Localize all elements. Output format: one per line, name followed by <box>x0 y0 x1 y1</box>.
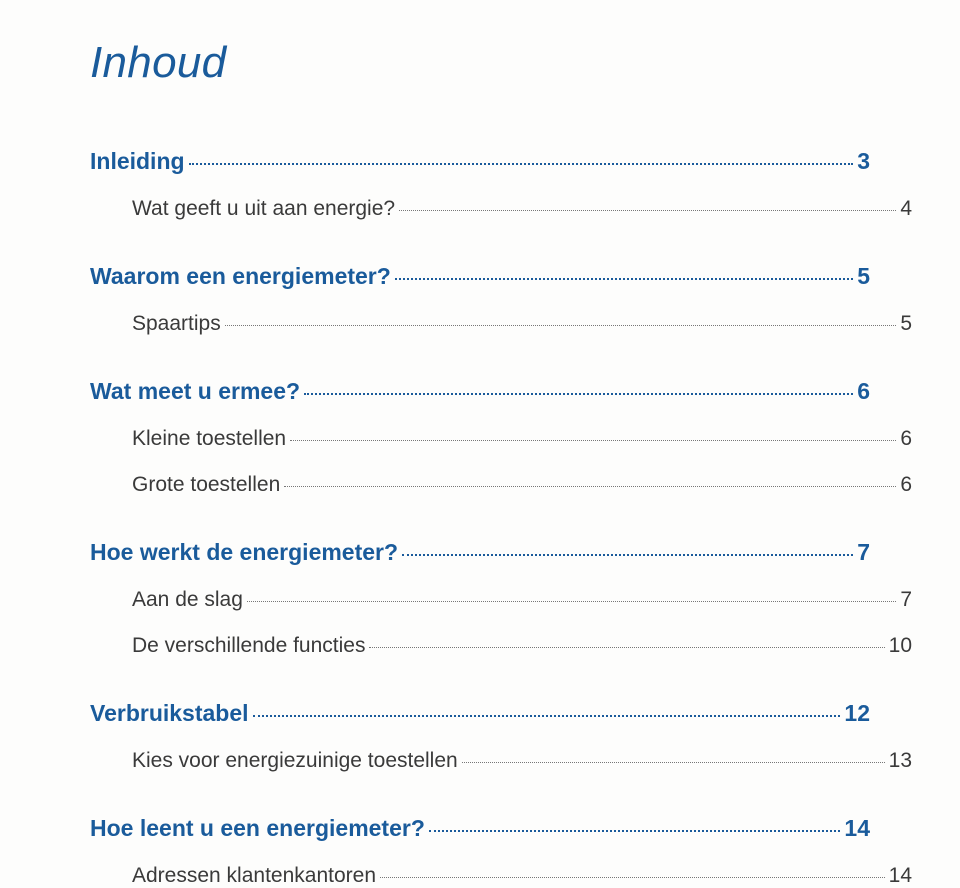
toc-label: Aan de slag <box>132 588 243 612</box>
toc-row: Wat meet u ermee? 6 <box>90 378 870 405</box>
page-title: Inhoud <box>90 38 870 88</box>
toc-page-number: 14 <box>889 864 912 888</box>
toc-leader <box>189 162 854 165</box>
toc-label: Verbruikstabel <box>90 700 249 727</box>
toc-row: Hoe leent u een energiemeter? 14 <box>90 815 870 842</box>
toc-page-number: 4 <box>900 197 912 221</box>
toc-row: Kleine toestellen 6 <box>90 427 912 451</box>
toc-leader <box>399 209 896 211</box>
toc-page-number: 14 <box>844 815 870 842</box>
toc-row: Wat geeft u uit aan energie? 4 <box>90 197 912 221</box>
toc-page-number: 6 <box>900 427 912 451</box>
toc-page-number: 6 <box>857 378 870 405</box>
page-container: Inhoud Inleiding 3 Wat geeft u uit aan ene… <box>0 0 960 869</box>
toc-label: Wat geeft u uit aan energie? <box>132 197 395 221</box>
toc-label: Kleine toestellen <box>132 427 286 451</box>
toc-page-number: 7 <box>900 588 912 612</box>
toc-label: Waarom een energiemeter? <box>90 263 391 290</box>
toc-label: Spaartips <box>132 312 221 336</box>
toc-label: Hoe leent u een energiemeter? <box>90 815 425 842</box>
toc-row: Grote toestellen 6 <box>90 473 912 497</box>
toc-page-number: 12 <box>844 700 870 727</box>
toc-leader <box>429 829 841 832</box>
toc-page-number: 7 <box>857 539 870 566</box>
toc-row: De verschillende functies 10 <box>90 634 912 658</box>
toc-leader <box>369 646 884 648</box>
toc-leader <box>253 714 841 717</box>
toc-row: Adressen klantenkantoren 14 <box>90 864 912 888</box>
toc-row: Verbruikstabel 12 <box>90 700 870 727</box>
toc-label: Kies voor energiezuinige toestellen <box>132 749 458 773</box>
toc-page-number: 6 <box>900 473 912 497</box>
toc-leader <box>380 876 885 878</box>
toc-leader <box>402 553 853 556</box>
toc-page-number: 13 <box>889 749 912 773</box>
toc-page-number: 10 <box>889 634 912 658</box>
toc-label: Wat meet u ermee? <box>90 378 300 405</box>
table-of-contents: Inleiding3Wat geeft u uit aan energie?4W… <box>90 148 870 888</box>
toc-leader <box>284 485 896 487</box>
toc-row: Spaartips 5 <box>90 312 912 336</box>
toc-leader <box>247 600 896 602</box>
toc-label: Hoe werkt de energiemeter? <box>90 539 398 566</box>
toc-leader <box>462 761 885 763</box>
toc-row: Hoe werkt de energiemeter? 7 <box>90 539 870 566</box>
toc-leader <box>225 324 897 326</box>
toc-row: Kies voor energiezuinige toestellen 13 <box>90 749 912 773</box>
toc-leader <box>290 439 896 441</box>
toc-page-number: 5 <box>857 263 870 290</box>
toc-label: Grote toestellen <box>132 473 280 497</box>
toc-leader <box>304 392 853 395</box>
toc-label: De verschillende functies <box>132 634 365 658</box>
toc-label: Adressen klantenkantoren <box>132 864 376 888</box>
toc-leader <box>395 277 853 280</box>
toc-row: Inleiding 3 <box>90 148 870 175</box>
toc-row: Aan de slag 7 <box>90 588 912 612</box>
toc-row: Waarom een energiemeter? 5 <box>90 263 870 290</box>
toc-page-number: 3 <box>857 148 870 175</box>
toc-label: Inleiding <box>90 148 185 175</box>
toc-page-number: 5 <box>900 312 912 336</box>
